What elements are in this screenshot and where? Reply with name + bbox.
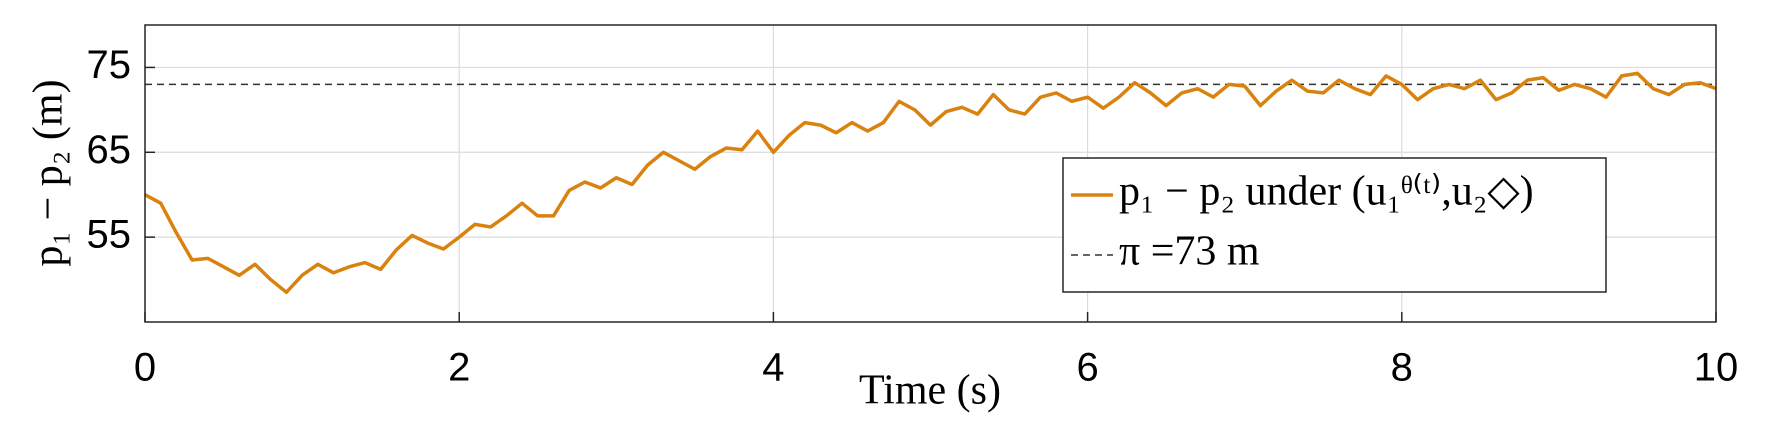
x-tick-label: 4 (762, 346, 784, 390)
x-tick-label: 2 (448, 346, 470, 390)
plot-frame (144, 24, 1717, 323)
legend-label: p₁ − p₂ under (u₁ᶿ⁽ᵗ⁾,u₂◇) (1119, 169, 1534, 215)
x-tick-label: 10 (1694, 346, 1739, 390)
y-axis-label: p₁ − p₂ (m) (26, 79, 72, 266)
x-tick-label: 6 (1076, 346, 1098, 390)
legend-label: π =73 m (1119, 229, 1260, 275)
y-tick-label: 55 (87, 213, 132, 257)
x-axis-label: Time (s) (859, 368, 1001, 414)
x-tick-label: 0 (134, 346, 156, 390)
y-tick-label: 75 (87, 43, 132, 87)
x-tick-label: 8 (1391, 346, 1413, 390)
y-tick-label: 65 (87, 128, 132, 172)
legend-box (1062, 157, 1607, 293)
data-line (144, 71, 1717, 295)
